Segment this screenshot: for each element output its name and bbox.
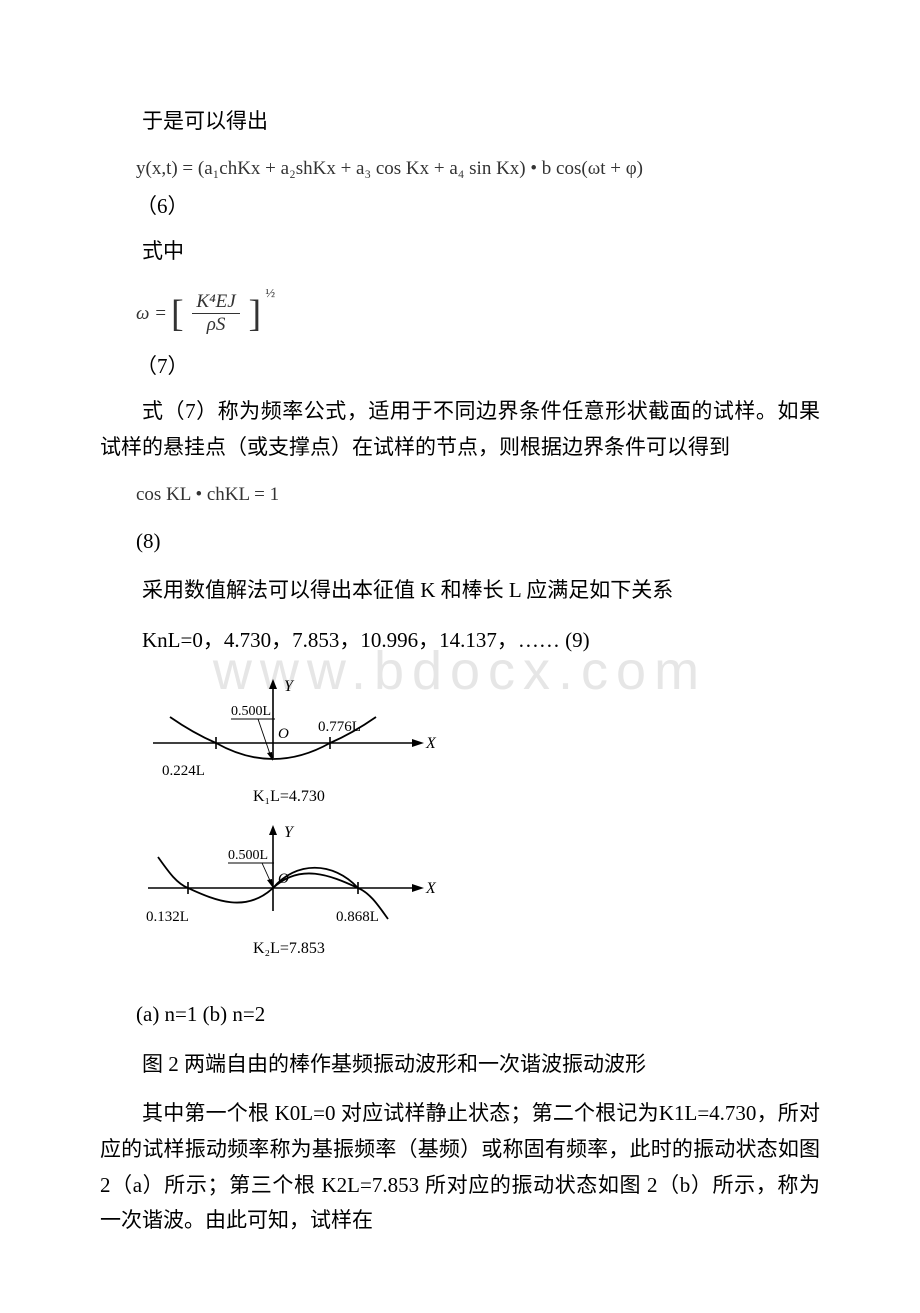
subfig-labels: (a) n=1 (b) n=2 <box>100 997 820 1033</box>
top-node-right: 0.776L <box>318 719 361 735</box>
formula-7: ω = [ K⁴EJ ρS ] ½ <box>100 283 820 344</box>
page-content: 于是可以得出 y(x,t) = (a₁chKx + a₂shKx + a₃ co… <box>0 0 920 1313</box>
bottom-mid-label: 0.500L <box>228 848 268 863</box>
formula7-denominator: ρS <box>192 314 239 336</box>
bottom-node-right: 0.868L <box>336 909 379 925</box>
formula7-exponent: ½ <box>265 285 275 301</box>
diagram-bottom: Y X O 0.500L <box>146 824 437 957</box>
top-origin: O <box>278 726 289 742</box>
paragraph-roots-list: KnL=0，4.730，7.853，10.996，14.137，…… (9) <box>100 623 820 659</box>
equation-number-8: (8) <box>100 524 820 560</box>
paragraph-where: 式中 <box>100 234 820 270</box>
bottom-node-left: 0.132L <box>146 909 189 925</box>
top-mid-label: 0.500L <box>231 704 271 719</box>
paragraph-roots-explain: 其中第一个根 K0L=0 对应试样静止状态；第二个根记为K1L=4.730，所对… <box>100 1096 820 1239</box>
top-caption: K₁L=4.730 <box>253 788 325 805</box>
formula-6: y(x,t) = (a₁chKx + a₂shKx + a₃ cos Kx + … <box>100 154 820 184</box>
vibration-diagrams: Y X O 0.500L <box>100 673 820 983</box>
bottom-caption: K₂L=7.853 <box>253 940 325 957</box>
diagram-top: Y X O 0.500L <box>153 678 437 805</box>
equation-number-7: （7） <box>100 350 820 380</box>
equation-number-6: （6） <box>100 190 820 220</box>
paragraph-freq-formula: 式（7）称为频率公式，适用于不同边界条件任意形状截面的试样。如果试样的悬挂点（或… <box>100 394 820 465</box>
top-y-label: Y <box>284 678 295 695</box>
top-x-label: X <box>425 735 437 752</box>
formula7-omega: ω = <box>136 303 167 325</box>
paragraph-numerical: 采用数值解法可以得出本征值 K 和棒长 L 应满足如下关系 <box>100 573 820 609</box>
mode-shapes-svg: Y X O 0.500L <box>118 673 448 978</box>
formula-8: cos KL • chKL = 1 <box>100 480 820 510</box>
bottom-y-label: Y <box>284 824 295 841</box>
bottom-x-label: X <box>425 880 437 897</box>
top-node-left: 0.224L <box>162 763 205 779</box>
formula7-numerator: K⁴EJ <box>192 291 239 314</box>
figure-caption: 图 2 两端自由的棒作基频振动波形和一次谐波振动波形 <box>100 1047 820 1083</box>
paragraph-intro: 于是可以得出 <box>100 104 820 140</box>
